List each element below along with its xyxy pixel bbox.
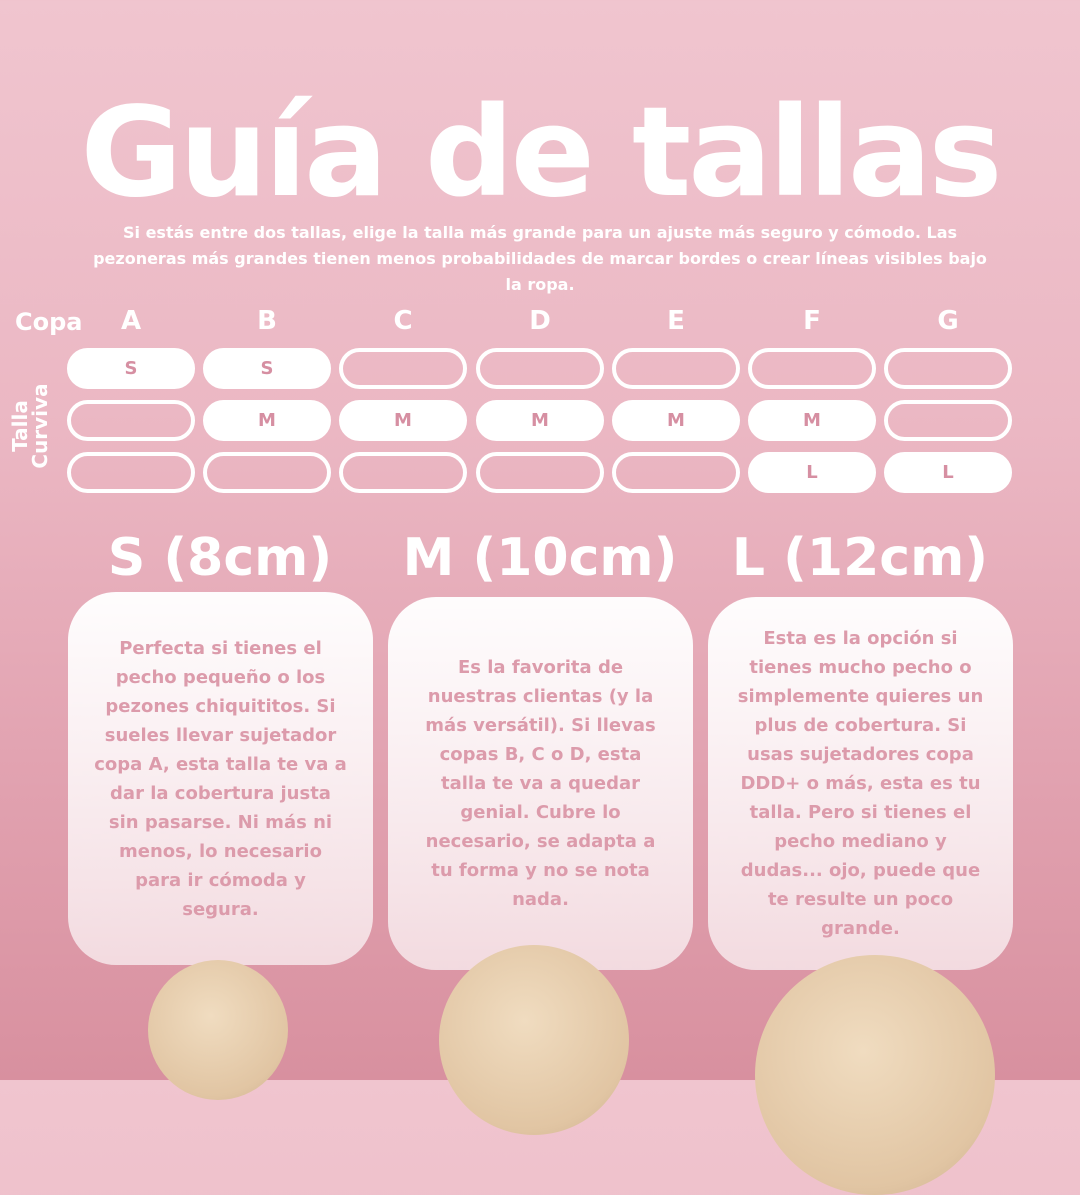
size-cell-l-b [203, 452, 331, 493]
cup-header-f: F [803, 306, 821, 336]
size-cell-m-c: M [339, 400, 467, 441]
cup-header-c: C [393, 306, 413, 336]
size-heading-l: L (12cm) [731, 528, 989, 588]
size-cell-m-e: M [612, 400, 740, 441]
cup-header-g: G [937, 306, 959, 336]
size-cell-m-b: M [203, 400, 331, 441]
nipple-cover-l-image [755, 955, 995, 1195]
subtitle: Si estás entre dos tallas, elige la tall… [93, 223, 987, 294]
size-cell-s-c [339, 348, 467, 389]
size-cell-s-f [748, 348, 876, 389]
size-card-m: Es la favorita de nuestras clientas (y l… [388, 597, 693, 970]
size-description: Esta es la opción si tienes mucho pecho … [737, 628, 984, 939]
size-heading-m: M (10cm) [402, 528, 678, 588]
size-cell-m-a [67, 400, 195, 441]
size-cell-l-g: L [884, 452, 1012, 493]
size-cell-m-g [884, 400, 1012, 441]
size-cell-l-f: L [748, 452, 876, 493]
nipple-cover-s-image [148, 960, 288, 1100]
size-heading-s: S (8cm) [107, 528, 333, 588]
cup-header-a: A [120, 306, 142, 336]
cup-header-b: B [257, 306, 277, 336]
nipple-cover-m-image [439, 945, 629, 1135]
page-title: Guía de tallas [80, 81, 1003, 225]
size-cell-s-b: S [203, 348, 331, 389]
size-cell-s-g [884, 348, 1012, 389]
size-cell-m-d: M [476, 400, 604, 441]
cup-header-d: D [529, 306, 551, 336]
size-description: Perfecta si tienes el pecho pequeño o lo… [94, 637, 347, 920]
cup-header-e: E [667, 306, 685, 336]
size-cell-l-a [67, 452, 195, 493]
size-description: Es la favorita de nuestras clientas (y l… [425, 657, 656, 910]
size-cell-s-a: S [67, 348, 195, 389]
size-cell-l-d [476, 452, 604, 493]
size-cell-m-f: M [748, 400, 876, 441]
size-cell-s-e [612, 348, 740, 389]
size-cell-l-c [339, 452, 467, 493]
size-card-s: Perfecta si tienes el pecho pequeño o lo… [68, 592, 373, 965]
size-card-l: Esta es la opción si tienes mucho pecho … [708, 597, 1013, 970]
size-cell-s-d [476, 348, 604, 389]
size-cell-l-e [612, 452, 740, 493]
size-axis-label: Talla Curviva [8, 383, 52, 469]
cup-row-label: Copa [15, 308, 83, 336]
